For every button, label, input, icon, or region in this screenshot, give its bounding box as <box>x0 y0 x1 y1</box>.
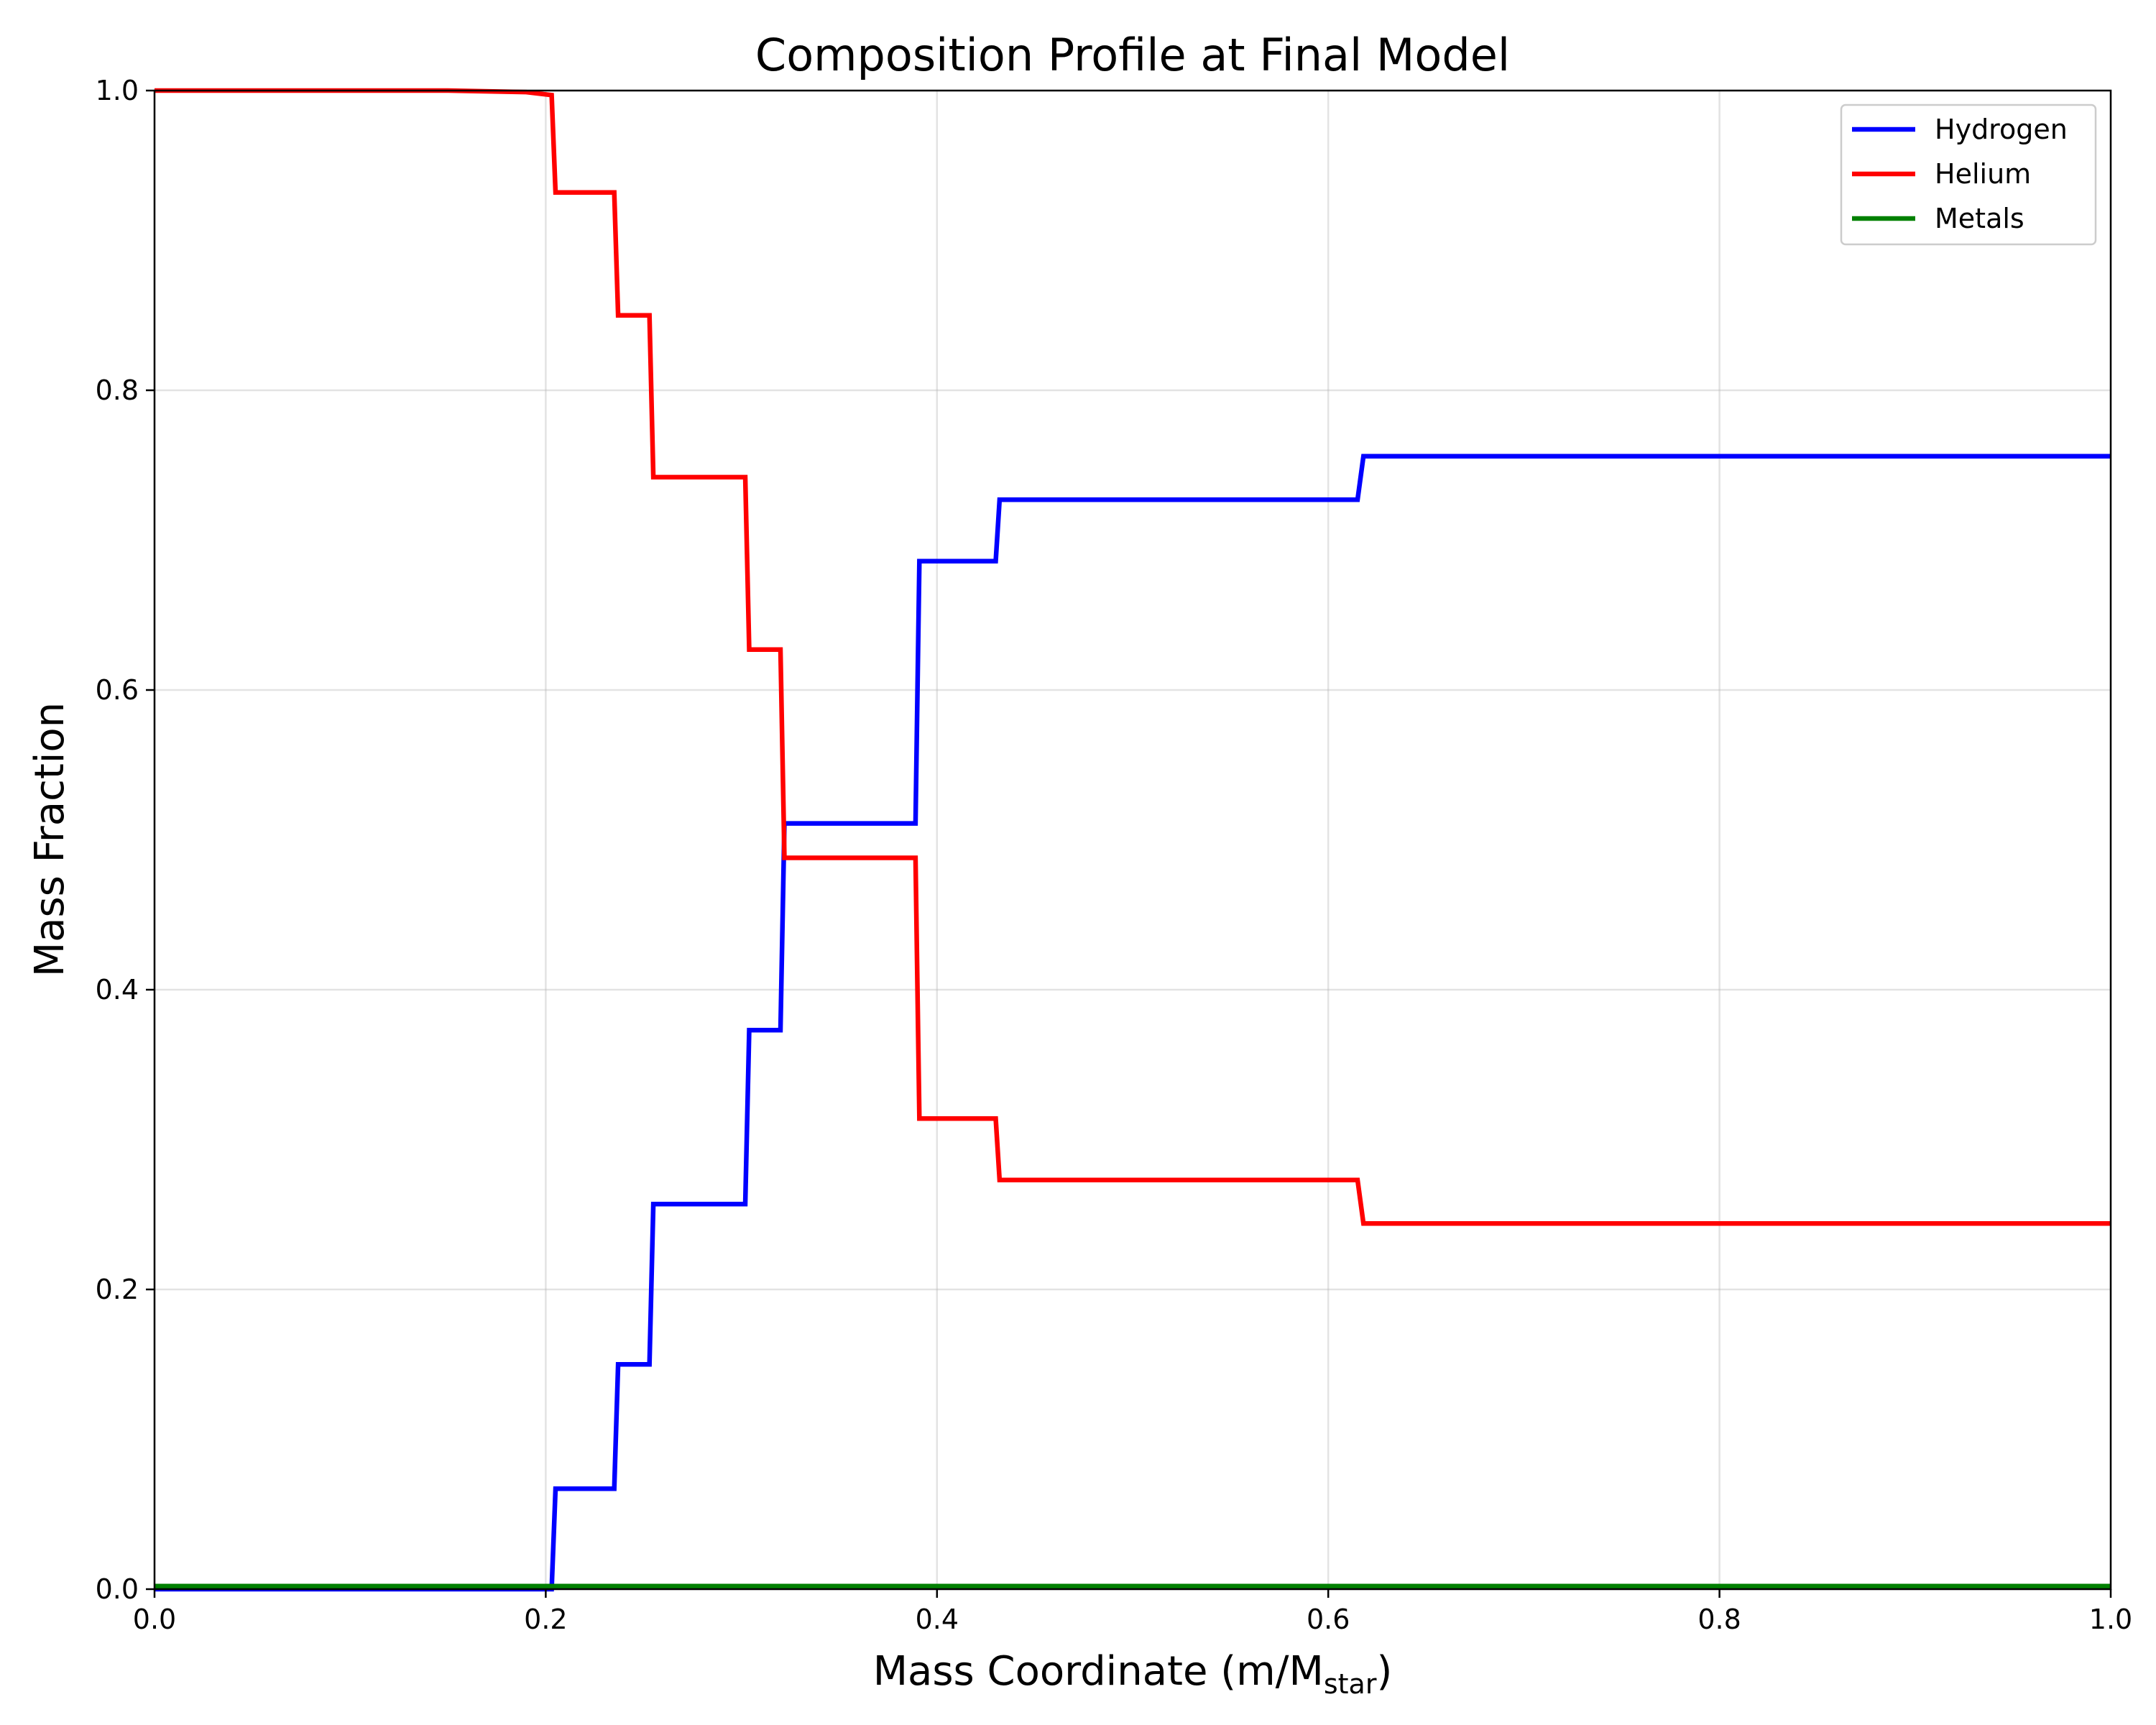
legend: Hydrogen Helium Metals <box>1840 104 2097 246</box>
axis-ticks: 0.0 0.2 0.4 0.6 0.8 1.0 0.0 0.2 0.4 0.6 0.8 1.0 <box>96 75 2133 1635</box>
x-axis-label: Mass Coordinate (m/Mstar) <box>873 1648 1393 1700</box>
x-tick-label: 0.8 <box>1697 1604 1741 1635</box>
x-tick-label: 1.0 <box>2089 1604 2132 1635</box>
series-line-helium <box>155 88 2111 1226</box>
y-tick-label: 0.2 <box>96 1274 139 1305</box>
grid <box>153 89 2112 1591</box>
x-axis-label-main: Mass Coordinate (m/M <box>873 1648 1324 1695</box>
legend-label-hydrogen: Hydrogen <box>1935 114 2068 145</box>
x-tick-label: 0.0 <box>133 1604 176 1635</box>
series-lines <box>155 88 2111 1592</box>
y-tick-label: 1.0 <box>96 75 139 106</box>
y-tick-label: 0.6 <box>96 674 139 706</box>
plot-frame <box>153 89 2112 1591</box>
y-tick-label: 0.8 <box>96 374 139 406</box>
x-tick-label: 0.2 <box>524 1604 567 1635</box>
chart-title: Composition Profile at Final Model <box>755 29 1510 81</box>
legend-label-helium: Helium <box>1935 158 2031 190</box>
y-tick-label: 0.0 <box>96 1573 139 1605</box>
x-tick-label: 0.4 <box>916 1604 959 1635</box>
x-axis-label-close: ) <box>1376 1648 1392 1695</box>
x-axis-label-subscript: star <box>1324 1668 1377 1700</box>
y-axis-label: Mass Fraction <box>27 702 73 977</box>
y-tick-label: 0.4 <box>96 974 139 1006</box>
legend-box <box>1840 104 2097 246</box>
series-line-hydrogen <box>155 454 2111 1592</box>
legend-label-metals: Metals <box>1935 203 2024 234</box>
x-tick-label: 0.6 <box>1307 1604 1350 1635</box>
